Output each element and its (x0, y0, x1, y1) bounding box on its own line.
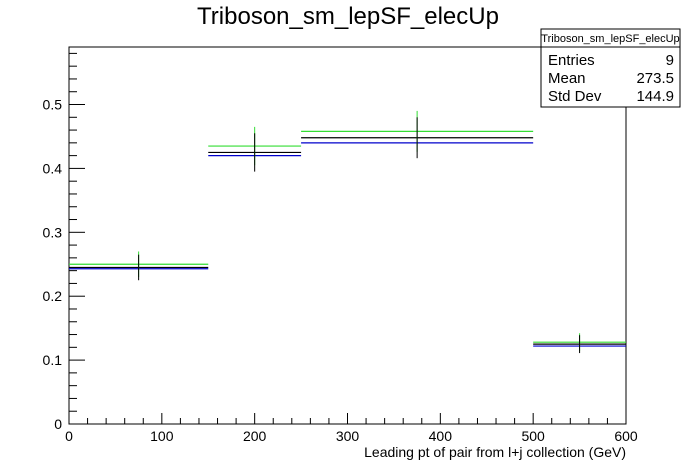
x-tick-label: 600 (614, 428, 638, 444)
stats-value: 9 (666, 52, 674, 69)
y-tick-label: 0.1 (43, 352, 63, 368)
stats-value: 273.5 (636, 70, 674, 87)
stats-box (540, 28, 681, 108)
x-tick-label: 400 (429, 428, 453, 444)
y-tick-label: 0.4 (43, 160, 63, 176)
x-tick-label: 100 (150, 428, 174, 444)
y-tick-label: 0.5 (43, 97, 63, 113)
x-tick-label: 0 (65, 428, 73, 444)
y-tick-label: 0.3 (43, 224, 63, 240)
stats-label: Mean (548, 70, 586, 87)
stats-value: 144.9 (636, 88, 674, 105)
stats-box-title: Triboson_sm_lepSF_elecUp (541, 33, 679, 45)
x-tick-label: 200 (243, 428, 267, 444)
stats-label: Std Dev (548, 88, 602, 105)
stats-label: Entries (548, 52, 595, 69)
y-tick-label: 0.2 (43, 288, 63, 304)
x-tick-label: 300 (336, 428, 360, 444)
x-tick-label: 500 (521, 428, 545, 444)
x-axis-title: Leading pt of pair from l+j collection (… (364, 444, 626, 460)
chart-title: Triboson_sm_lepSF_elecUp (197, 3, 499, 30)
y-tick-label: 0 (54, 416, 62, 432)
